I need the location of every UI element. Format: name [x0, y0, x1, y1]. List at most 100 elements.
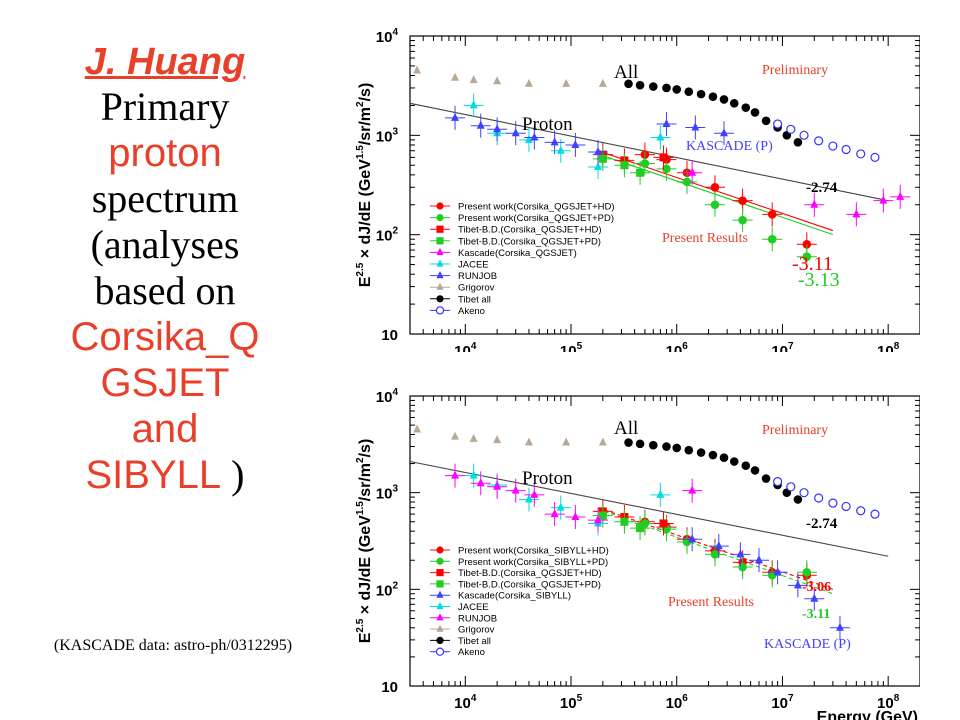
data-point [841, 501, 851, 512]
data-point [550, 509, 559, 518]
y-axis-label: E2.5 × dJ/dE (GeV1.5/sr/m2/s) [355, 83, 374, 288]
data-point [598, 154, 607, 163]
y-tick-label: 10 [381, 679, 398, 696]
data-point [648, 82, 658, 91]
legend-label: Present work(Corsika_QGSJET+PD) [458, 213, 614, 224]
legend-label: Grigorov [458, 283, 495, 294]
data-point [648, 440, 658, 450]
data-point [793, 138, 803, 147]
data-point [469, 75, 478, 84]
data-point [530, 489, 539, 498]
data-point [710, 550, 720, 559]
legend-marker [436, 624, 444, 632]
data-point [741, 461, 751, 471]
data-point [870, 152, 880, 162]
data-point [469, 470, 478, 479]
data-point [810, 593, 819, 602]
data-point [413, 424, 422, 433]
x-tick-label: 106 [666, 693, 689, 712]
data-point [841, 144, 851, 155]
y-tick-label: 103 [376, 126, 399, 145]
legend-label: Tibet-B.D.(Corsika_QGSJET+HD) [458, 568, 602, 579]
data-point [530, 132, 539, 141]
data-point [688, 485, 697, 494]
data-point [493, 435, 502, 444]
data-point [767, 234, 777, 244]
x-tick-label: 106 [666, 341, 689, 352]
data-point [556, 145, 565, 154]
annotation-preliminary: Preliminary [762, 63, 828, 78]
data-point [708, 450, 718, 460]
data-point [469, 100, 478, 109]
data-point [688, 167, 697, 176]
data-point [571, 139, 580, 148]
data-point [767, 570, 777, 580]
legend-label: JACEE [458, 602, 489, 613]
data-point [802, 239, 812, 249]
legend-label: Tibet-B.D.(Corsika_QGSJET+PD) [458, 579, 601, 590]
annotation-proton: Proton [522, 468, 573, 489]
data-point [635, 80, 645, 90]
data-point [710, 182, 720, 192]
data-point [413, 65, 422, 74]
legend-label: Kascade(Corsika_SIBYLL) [458, 591, 571, 602]
data-point [767, 210, 777, 219]
legend-marker [436, 601, 444, 610]
data-point [672, 85, 682, 94]
data-point [476, 120, 485, 129]
data-point [636, 524, 645, 533]
data-point [469, 433, 478, 442]
annotation-slope-pd: -3.11 [802, 607, 830, 622]
data-point [750, 108, 760, 117]
data-point [736, 549, 745, 558]
annotation-slope-pd: -3.13 [798, 269, 840, 291]
data-point [719, 95, 729, 104]
data-point [793, 495, 803, 504]
data-point [684, 445, 694, 455]
legend-label: Tibet all [458, 294, 491, 305]
legend-label: Akeno [458, 306, 485, 317]
data-point [741, 103, 751, 112]
annotation-slope-all: -2.74 [806, 180, 838, 196]
data-point [761, 474, 771, 483]
y-tick-label: 104 [376, 387, 399, 406]
annotation-proton: Proton [522, 114, 573, 135]
data-point [814, 493, 824, 503]
data-point [524, 78, 533, 87]
data-point [659, 519, 668, 528]
data-point [493, 481, 502, 490]
y-tick-label: 104 [376, 27, 399, 46]
legend-marker [436, 282, 444, 290]
data-point [799, 130, 809, 140]
data-point [636, 168, 645, 177]
y-axis-label: E2.5 × dJ/dE (GeV1.5/sr/m2/s) [355, 439, 374, 644]
legend-label: RUNJOB [458, 613, 497, 624]
annotation-present-results: Present Results [662, 231, 748, 246]
data-point [550, 137, 559, 146]
title-line: (analyses [90, 222, 240, 267]
legend-marker [436, 295, 444, 303]
legend-marker [436, 636, 444, 644]
data-point [562, 78, 571, 87]
annotation-slope-all: -2.74 [806, 516, 838, 532]
data-point [451, 470, 460, 479]
title-line: and [131, 407, 199, 451]
legend-marker [436, 580, 444, 588]
legend-marker [436, 202, 444, 210]
legend-label: Present work(Corsika_SIBYLL+HD) [458, 546, 609, 557]
data-point [451, 72, 460, 81]
legend-label: Tibet-B.D.(Corsika_QGSJET+HD) [458, 225, 602, 236]
data-point [729, 99, 739, 108]
legend-marker [435, 647, 445, 656]
data-point [773, 567, 782, 576]
data-point [598, 511, 607, 520]
data-point [773, 477, 783, 487]
x-tick-label: 105 [560, 341, 583, 352]
data-point [656, 489, 665, 498]
legend-marker [435, 306, 445, 315]
legend-label: Grigorov [458, 625, 495, 636]
data-point [524, 134, 533, 143]
y-tick-label: 103 [376, 484, 399, 503]
data-point [684, 87, 694, 96]
data-point [524, 494, 533, 503]
